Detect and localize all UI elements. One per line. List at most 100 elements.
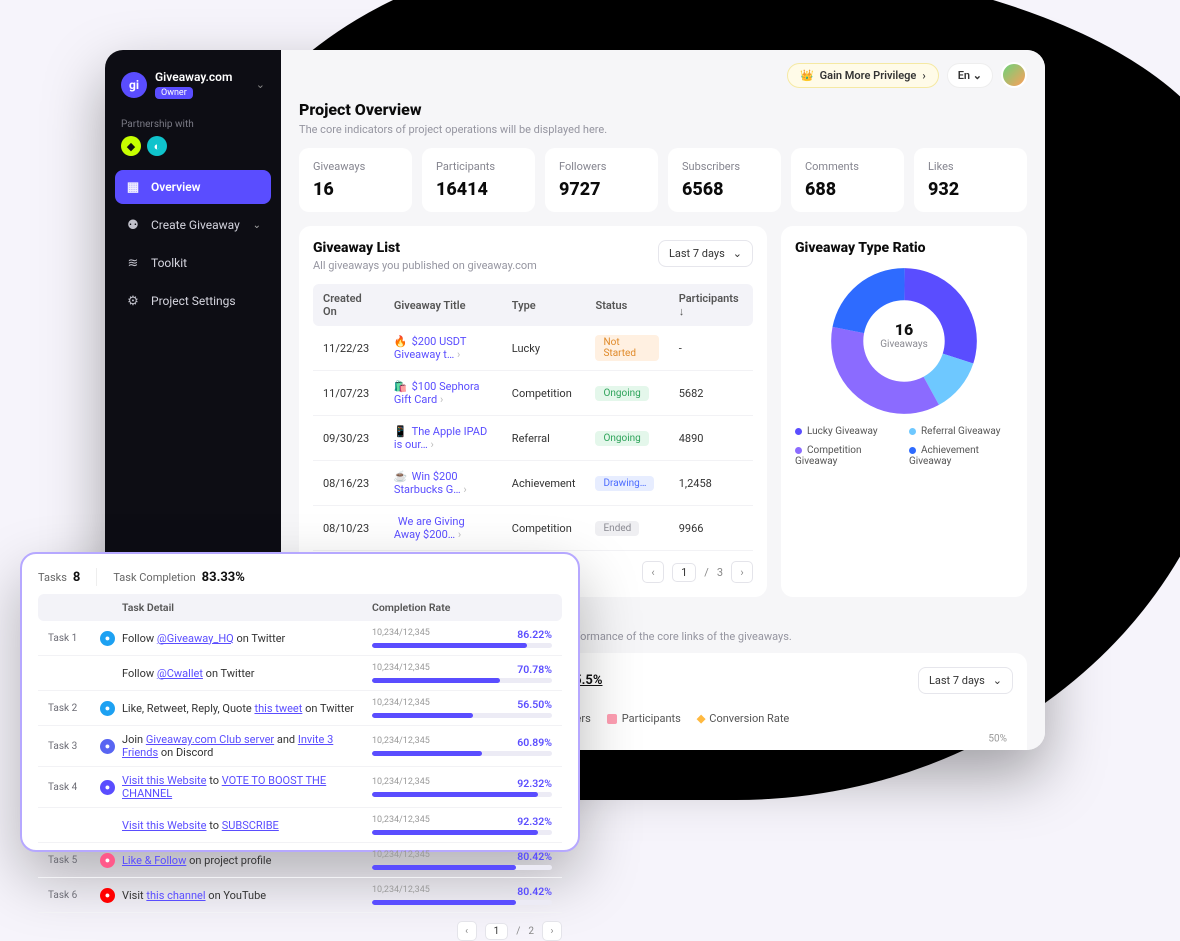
- pager-sep: /: [704, 566, 709, 579]
- tasks-count-label: Tasks8: [38, 570, 80, 585]
- cell-type: Referral: [502, 416, 586, 461]
- language-selector[interactable]: En ⌄: [947, 63, 993, 88]
- legend-item: Competition Giveaway: [795, 445, 899, 467]
- gain-privilege-button[interactable]: 👑 Gain More Privilege ›: [787, 63, 939, 88]
- stat-value: 6568: [682, 179, 767, 200]
- task-row: Task 2 ● Like, Retweet, Reply, Quote thi…: [38, 691, 562, 726]
- table-row[interactable]: 08/16/23 ☕Win $200 Starbucks G… › Achiev…: [313, 461, 753, 506]
- cell-title[interactable]: 📱The Apple IPAD is our… ›: [384, 416, 502, 461]
- pager-next-button[interactable]: ›: [542, 921, 562, 941]
- table-row[interactable]: 11/22/23 🔥$200 USDT Giveaway t… › Lucky …: [313, 326, 753, 371]
- sidebar-item-create[interactable]: ⚉ Create Giveaway ⌄: [115, 208, 271, 242]
- sidebar-nav: ▦ Overview ⚉ Create Giveaway ⌄ ≋ Toolkit…: [115, 170, 271, 318]
- task-detail: Visit this Website to SUBSCRIBE: [122, 819, 372, 832]
- donut-center-value: 16: [829, 320, 979, 339]
- task-link[interactable]: Giveaway.com Club server: [146, 733, 274, 746]
- chevron-down-icon: ⌄: [256, 78, 265, 91]
- tasks-completion-label: Task Completion83.33%: [113, 570, 245, 585]
- stat-value: 932: [928, 179, 1013, 200]
- task-row: Task 3 ● Join Giveaway.com Club server a…: [38, 726, 562, 767]
- cell-type: Lucky: [502, 326, 586, 371]
- table-header[interactable]: Participants ↓: [669, 284, 753, 326]
- brand-badge: gi: [121, 72, 147, 98]
- y-tick: 50%: [988, 734, 1007, 745]
- platform-icon: ●: [100, 631, 115, 646]
- language-label: En: [958, 69, 970, 82]
- table-row[interactable]: 09/30/23 📱The Apple IPAD is our… › Refer…: [313, 416, 753, 461]
- funnel-range-selector[interactable]: Last 7 days⌄: [918, 667, 1013, 694]
- workspace-switcher[interactable]: gi Giveaway.com Owner ⌄: [115, 66, 271, 109]
- cell-date: 09/30/23: [313, 416, 384, 461]
- task-row: Visit this Website to SUBSCRIBE 10,234/1…: [38, 808, 562, 843]
- sidebar-item-toolkit[interactable]: ≋ Toolkit: [115, 246, 271, 280]
- task-row: Follow @Cwallet on Twitter 10,234/12,345…: [38, 656, 562, 691]
- task-link[interactable]: SUBSCRIBE: [222, 819, 279, 832]
- stat-card: Followers 9727: [545, 148, 658, 212]
- grid-icon: ▦: [125, 179, 141, 195]
- legend-item: Achievement Giveaway: [909, 445, 1013, 467]
- task-completion: 10,234/12,34560.89%: [372, 736, 552, 756]
- cell-status: Drawing…: [585, 461, 668, 506]
- table-row[interactable]: 08/10/23 We are Giving Away $200… › Comp…: [313, 506, 753, 551]
- table-row[interactable]: 11/07/23 🛍️$100 Sephora Gift Card › Comp…: [313, 371, 753, 416]
- stat-value: 9727: [559, 179, 644, 200]
- stat-card: Subscribers 6568: [668, 148, 781, 212]
- legend-item: Referral Giveaway: [909, 426, 1013, 437]
- sidebar-item-label: Create Giveaway: [151, 218, 240, 232]
- table-header[interactable]: Giveaway Title: [384, 284, 502, 326]
- cell-participants: 4890: [669, 416, 753, 461]
- pager-prev-button[interactable]: ‹: [457, 921, 477, 941]
- task-link[interactable]: @Cwallet: [157, 667, 203, 680]
- task-tag: Task 3: [48, 741, 100, 752]
- chevron-right-icon: ›: [922, 69, 925, 82]
- tasks-pager: ‹ 1 / 2 ›: [38, 921, 562, 941]
- cell-date: 08/10/23: [313, 506, 384, 551]
- task-tag: Task 4: [48, 782, 100, 793]
- stat-value: 16414: [436, 179, 521, 200]
- stat-label: Participants: [436, 160, 521, 173]
- platform-icon: ●: [100, 701, 115, 716]
- giveaway-table: Created OnGiveaway TitleTypeStatusPartic…: [313, 284, 753, 551]
- task-completion: 10,234/12,34580.42%: [372, 850, 552, 870]
- cell-type: Achievement: [502, 461, 586, 506]
- task-link[interactable]: Like & Follow: [122, 854, 186, 867]
- date-range-selector[interactable]: Last 7 days ⌄: [658, 240, 753, 267]
- cell-date: 11/22/23: [313, 326, 384, 371]
- cell-participants: 1,2458: [669, 461, 753, 506]
- pager-total: 3: [717, 566, 723, 579]
- stat-card: Comments 688: [791, 148, 904, 212]
- task-completion: 10,234/12,34586.22%: [372, 628, 552, 648]
- stat-label: Giveaways: [313, 160, 398, 173]
- sidebar-item-settings[interactable]: ⚙ Project Settings: [115, 284, 271, 318]
- cell-title[interactable]: We are Giving Away $200… ›: [384, 506, 502, 551]
- cell-title[interactable]: 🛍️$100 Sephora Gift Card ›: [384, 371, 502, 416]
- stat-card: Giveaways 16: [299, 148, 412, 212]
- task-link[interactable]: this tweet: [254, 702, 302, 715]
- table-header[interactable]: Status: [585, 284, 668, 326]
- ratio-legend: Lucky GiveawayReferral GiveawayCompetiti…: [795, 426, 1013, 467]
- cell-title[interactable]: 🔥$200 USDT Giveaway t… ›: [384, 326, 502, 371]
- task-link[interactable]: Visit this Website: [122, 774, 206, 787]
- cell-title[interactable]: ☕Win $200 Starbucks G… ›: [384, 461, 502, 506]
- tasks-header: Task Detail Completion Rate: [38, 594, 562, 621]
- task-link[interactable]: @Giveaway_HQ: [157, 632, 234, 645]
- table-header[interactable]: Created On: [313, 284, 384, 326]
- pager-current: 1: [672, 563, 696, 582]
- task-row: Task 4 ● Visit this Website to VOTE TO B…: [38, 767, 562, 808]
- giveaway-list-card: Giveaway List All giveaways you publishe…: [299, 226, 767, 597]
- pager-prev-button[interactable]: ‹: [642, 561, 664, 583]
- partner-icon-1[interactable]: ◆: [121, 136, 141, 156]
- table-header[interactable]: Type: [502, 284, 586, 326]
- partner-icon-2[interactable]: ◐: [147, 136, 167, 156]
- pager-next-button[interactable]: ›: [731, 561, 753, 583]
- sidebar-item-label: Toolkit: [151, 256, 187, 270]
- pager-total: 2: [528, 926, 534, 937]
- task-link[interactable]: Visit this Website: [122, 819, 206, 832]
- avatar[interactable]: [1001, 62, 1027, 88]
- sidebar-item-overview[interactable]: ▦ Overview: [115, 170, 271, 204]
- stat-card: Participants 16414: [422, 148, 535, 212]
- privilege-label: Gain More Privilege: [820, 69, 917, 82]
- user-plus-icon: ⚉: [125, 217, 141, 233]
- task-detail: Follow @Giveaway_HQ on Twitter: [122, 632, 372, 645]
- date-range-label: Last 7 days: [669, 247, 725, 260]
